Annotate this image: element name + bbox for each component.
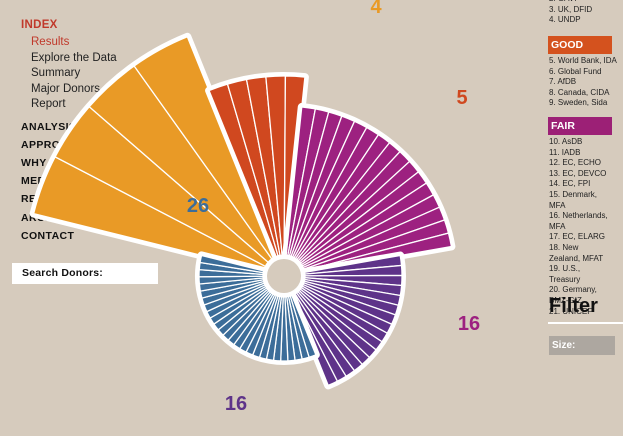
- segment-poor[interactable]: [287, 251, 406, 390]
- legend-good-band[interactable]: GOOD: [548, 36, 612, 54]
- nav-main-item[interactable]: CONTACT: [21, 229, 75, 242]
- filter-divider: [548, 322, 623, 324]
- legend-fair-group: FAIR 10. AsDB 11. IADB 12. EC, ECHO 13. EC,…: [548, 117, 612, 317]
- nav-sub-list: Results Explore the Data Summary Major Dono…: [21, 35, 161, 113]
- size-filter-label: Size:: [552, 340, 576, 351]
- search-donors-input[interactable]: Search Donors:: [12, 263, 158, 284]
- nav-main-item[interactable]: ANALYSIS: [21, 120, 77, 133]
- legend-item[interactable]: 9. Sweden, Sida: [549, 98, 608, 108]
- size-filter[interactable]: Size:: [549, 336, 615, 355]
- legend-item[interactable]: 13. EC, DEVCO: [549, 168, 607, 178]
- legend-item[interactable]: 18. New Zealand, MFAT: [549, 242, 604, 263]
- legend-item[interactable]: 10. AsDB: [549, 137, 583, 146]
- legend-item[interactable]: 12. EC, ECHO: [549, 158, 602, 168]
- nav-sub-item[interactable]: Summary: [31, 67, 81, 79]
- legend-item[interactable]: 7. AfDB: [549, 77, 577, 87]
- segment-count-label: 26: [187, 195, 209, 217]
- filter-title: Filter: [549, 295, 598, 317]
- nav-index[interactable]: INDEX: [21, 19, 58, 31]
- segment-count-label: 4: [370, 0, 382, 18]
- segment-good[interactable]: [29, 32, 281, 275]
- legend-item[interactable]: 2. GAVI: [549, 0, 592, 5]
- legend-item[interactable]: 5. World Bank, IDA: [549, 56, 617, 65]
- legend-item[interactable]: 8. Canada, CIDA: [549, 87, 610, 97]
- legend-item[interactable]: 11. IADB: [549, 147, 581, 157]
- chart-hub: [267, 259, 301, 293]
- legend-fair-band[interactable]: FAIR: [548, 117, 612, 135]
- segment-fair[interactable]: [282, 102, 456, 277]
- legend-good-list: 5. World Bank, IDA 6. Global Fund 7. AfDB 8…: [549, 56, 617, 109]
- legend-item[interactable]: 21. UNICEF: [549, 306, 593, 316]
- segment-count-label: 16: [225, 393, 247, 415]
- donor-ranking-chart: 4 5 16 16 26: [29, 0, 480, 415]
- nav-sub-item[interactable]: Report: [31, 98, 66, 110]
- legend-item[interactable]: 17. EC, ELARG: [549, 232, 606, 242]
- legend-item[interactable]: 20. Germany, BMZ-GIZ: [549, 285, 597, 305]
- nav-sub-item[interactable]: Results: [31, 36, 70, 48]
- legend-item[interactable]: 14. EC, FPI: [549, 179, 591, 189]
- segment-count-label: 5: [456, 87, 467, 109]
- legend-item[interactable]: 19. U.S., Treasury: [549, 264, 581, 284]
- legend-item[interactable]: 3. UK, DFID: [549, 4, 593, 14]
- legend-item[interactable]: 15. Denmark, MFA: [549, 189, 598, 210]
- legend-item[interactable]: 4. UNDP: [549, 15, 581, 25]
- legend-item[interactable]: 6. Global Fund: [549, 66, 602, 76]
- segment-count-label: 16: [458, 313, 480, 335]
- legend-good-group: GOOD 5. World Bank, IDA 6. Global Fund 7. …: [548, 36, 617, 109]
- legend-fair-list: 10. AsDB 11. IADB 12. EC, ECHO 13. EC, DEVC…: [549, 137, 611, 317]
- search-donors-label: Search Donors:: [22, 267, 103, 279]
- legend-item[interactable]: 16. Netherlands, MFA: [549, 211, 608, 231]
- nav-sub-item[interactable]: Major Donors: [31, 82, 101, 95]
- nav-sub-item[interactable]: Explore the Data: [31, 51, 117, 64]
